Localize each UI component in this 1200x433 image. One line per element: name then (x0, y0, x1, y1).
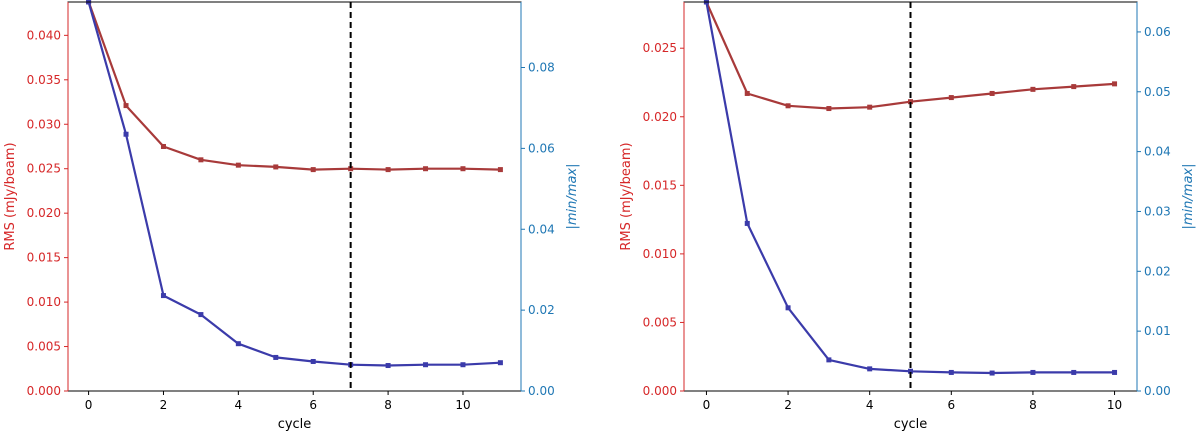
y-right-tick-label: 0.04 (528, 222, 555, 236)
rms-point-9 (423, 166, 429, 172)
minmax-point-8 (1030, 369, 1036, 375)
minmax-point-3 (826, 357, 832, 363)
y-left-tick-label: 0.035 (27, 73, 61, 87)
rms-point-8 (385, 167, 391, 173)
rms-point-1 (123, 103, 129, 109)
x-tick-label: 0 (85, 398, 93, 412)
y-right-tick-label: 0.02 (528, 303, 555, 317)
rms-point-5 (908, 99, 913, 105)
minmax-point-4 (867, 366, 873, 372)
rms-point-1 (744, 90, 750, 96)
rms-point-6 (310, 167, 316, 173)
x-tick-label: 10 (455, 398, 470, 412)
minmax-point-10 (460, 362, 466, 368)
x-tick-label: 8 (1029, 398, 1037, 412)
y-right-tick-label: 0.01 (1144, 324, 1171, 338)
y-left-tick-label: 0.010 (643, 247, 677, 261)
minmax-point-9 (423, 362, 429, 368)
rms-point-8 (1030, 86, 1036, 92)
rms-point-10 (460, 166, 466, 172)
y-right-tick-label: 0.04 (1144, 145, 1171, 159)
minmax-series-line (87, 1, 501, 367)
x-axis-label: cycle (894, 417, 928, 432)
y-left-axis-label: RMS (mJy/beam) (619, 142, 634, 250)
x-axis-label: cycle (278, 417, 312, 432)
rms-point-4 (867, 104, 873, 110)
rms-point-2 (785, 103, 791, 109)
y-left-tick-label: 0.020 (27, 206, 61, 220)
minmax-point-9 (1071, 369, 1077, 375)
y-left-tick-label: 0.030 (27, 117, 61, 131)
rms-point-7 (348, 166, 354, 172)
minmax-point-1 (744, 220, 750, 226)
y-left-axis-label: RMS (mJy/beam) (3, 142, 18, 250)
minmax-point-11 (497, 360, 503, 366)
y-left-tick-label: 0.005 (27, 340, 61, 354)
y-right-tick-label: 0.08 (528, 61, 555, 75)
y-right-tick-label: 0.06 (1144, 25, 1171, 39)
minmax-point-5 (273, 354, 279, 360)
x-tick-label: 4 (866, 398, 874, 412)
y-left-tick-label: 0.020 (643, 110, 677, 124)
y-left-tick-label: 0.025 (643, 41, 677, 55)
y-right-tick-label: 0.03 (1144, 204, 1171, 218)
rms-point-2 (160, 143, 166, 149)
x-tick-label: 4 (235, 398, 243, 412)
y-left-tick-label: 0.040 (27, 28, 61, 42)
y-right-axis-label: |min/max| (565, 164, 580, 230)
minmax-point-5 (908, 368, 913, 374)
y-right-tick-label: 0.00 (1144, 384, 1171, 398)
x-tick-label: 2 (784, 398, 792, 412)
chart-panel-1: 0 2 4 6 8 10 0.000 0.005 0.010 0.015 0.020 0.025 0.0… (3, 0, 580, 432)
x-tick-label: 0 (703, 398, 711, 412)
minmax-point-10 (1112, 369, 1118, 375)
plot-frame (67, 1, 522, 392)
chart-panel-2: 0 2 4 6 8 10 0.000 0.005 0.010 0.015 0.020 0.025 0.0… (619, 0, 1196, 432)
minmax-point-3 (198, 312, 204, 318)
rms-point-10 (1112, 81, 1118, 87)
minmax-point-7 (989, 370, 995, 376)
rms-point-11 (497, 167, 503, 173)
rms-point-3 (198, 157, 204, 163)
y-left-tick-label: 0.010 (27, 295, 61, 309)
rms-point-6 (948, 95, 954, 101)
minmax-point-4 (235, 341, 241, 347)
y-right-axis-label: |min/max| (1181, 164, 1196, 230)
y-left-tick-label: 0.000 (643, 384, 677, 398)
y-right-tick-label: 0.00 (528, 384, 555, 398)
x-tick-label: 6 (947, 398, 955, 412)
rms-point-5 (273, 164, 279, 170)
y-left-tick-label: 0.015 (27, 251, 61, 265)
rms-point-4 (235, 162, 241, 168)
y-left-tick-label: 0.005 (643, 315, 677, 329)
rms-point-9 (1071, 84, 1077, 90)
minmax-point-2 (160, 293, 166, 299)
minmax-point-6 (948, 369, 954, 375)
y-left-tick-label: 0.015 (643, 178, 677, 192)
x-tick-label: 6 (309, 398, 317, 412)
minmax-point-2 (785, 305, 791, 311)
x-tick-label: 10 (1107, 398, 1122, 412)
minmax-point-8 (385, 363, 391, 369)
rms-point-7 (989, 90, 995, 96)
rms-series-line (87, 1, 501, 171)
y-right-tick-label: 0.05 (1144, 85, 1171, 99)
minmax-point-6 (310, 358, 316, 364)
y-left-tick-label: 0.025 (27, 162, 61, 176)
y-right-tick-label: 0.02 (1144, 264, 1171, 278)
minmax-point-1 (123, 131, 129, 137)
x-tick-label: 2 (160, 398, 168, 412)
rms-point-3 (826, 106, 832, 112)
y-right-tick-label: 0.06 (528, 141, 555, 155)
y-left-tick-label: 0.000 (27, 384, 61, 398)
x-tick-label: 8 (384, 398, 392, 412)
